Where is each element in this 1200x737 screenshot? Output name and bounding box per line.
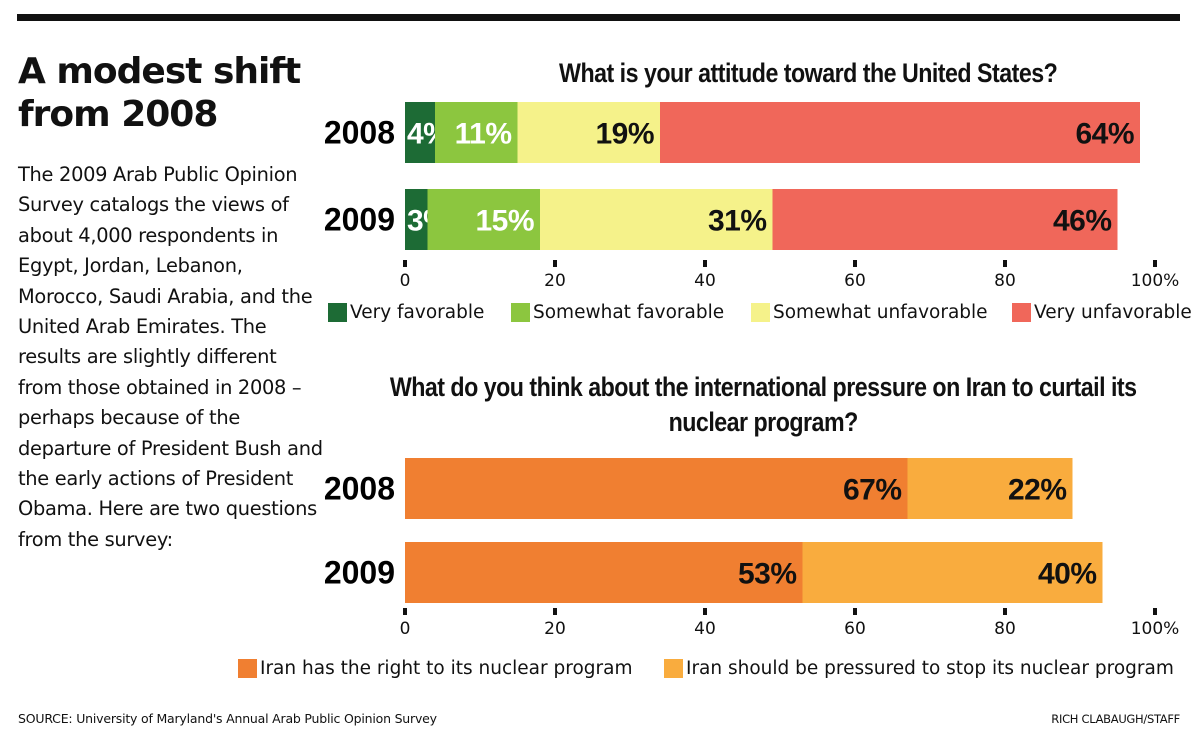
x-tick-label: 20 [544,619,566,639]
legend-item-iran-should-stop: Iran should be pressured to stop its nuc… [664,658,1174,679]
bar-somewhat-unfavorable-2009 [540,189,773,250]
chart-1-legend: Very favorable Somewhat favorable Somewh… [0,302,1200,326]
legend-swatch [664,659,683,678]
x-tick-mark [853,260,857,267]
data-label-very-unfavorable-2009: 46% [1053,205,1112,238]
x-tick-label: 20 [544,271,566,291]
x-tick-label: 60 [844,619,866,639]
x-tick-mark [403,608,407,615]
bar-somewhat-unfavorable-2008 [517,102,660,163]
source-note: SOURCE: University of Maryland's Annual … [18,711,437,726]
x-tick-label: 0 [400,619,411,639]
bar-iran-should-be-pressured-to-stop-its-nuclear-program-2009 [802,542,1103,603]
x-tick-mark [1003,608,1007,615]
x-tick-label: 0 [400,271,411,291]
legend-label: Somewhat favorable [533,302,725,323]
legend-item-iran-has-right: Iran has the right to its nuclear progra… [238,658,632,679]
bar-very-favorable-2009 [405,189,428,250]
category-label-2008: 2008 [324,471,395,507]
x-tick-mark [553,608,557,615]
category-label-2009: 2009 [324,555,395,591]
category-label-2008: 2008 [324,115,395,151]
legend-swatch [751,303,770,322]
x-tick-label: 80 [994,619,1016,639]
x-tick-mark [703,608,707,615]
legend-item-somewhat-unfavorable: Somewhat unfavorable [751,302,988,323]
bar-iran-has-the-right-to-its-nuclear-program-2008 [405,458,908,519]
chart-2-legend: Iran has the right to its nuclear progra… [0,658,1200,682]
legend-swatch [238,659,257,678]
data-label-somewhat-favorable-2009: 15% [475,205,534,238]
x-tick-mark [553,260,557,267]
top-rule [17,14,1180,21]
category-label-2009: 2009 [324,202,395,238]
legend-swatch [1012,303,1031,322]
data-label-iran-should-be-pressured-to-stop-its-nuclear-program-2009: 40% [1038,558,1097,591]
x-tick-mark [1153,608,1157,615]
data-label-iran-has-the-right-to-its-nuclear-program-2009: 53% [738,558,797,591]
bar-iran-has-the-right-to-its-nuclear-program-2009 [405,542,803,603]
legend-swatch [328,303,347,322]
legend-label: Somewhat unfavorable [773,302,988,323]
legend-label: Very favorable [350,302,485,323]
legend-item-very-unfavorable: Very unfavorable [1012,302,1192,323]
data-label-somewhat-unfavorable-2008: 19% [595,118,654,151]
x-tick-mark [403,260,407,267]
legend-item-very-favorable: Very favorable [328,302,484,323]
x-tick-label: 60 [844,271,866,291]
x-tick-mark [853,608,857,615]
data-label-iran-has-the-right-to-its-nuclear-program-2008: 67% [843,474,902,507]
graphic-credit: RICH CLABAUGH/STAFF [1051,712,1180,726]
x-tick-mark [1153,260,1157,267]
data-label-very-unfavorable-2008: 64% [1075,118,1134,151]
x-tick-mark [703,260,707,267]
legend-item-somewhat-favorable: Somewhat favorable [511,302,724,323]
bar-iran-should-be-pressured-to-stop-its-nuclear-program-2008 [907,458,1073,519]
x-tick-label: 100% [1131,271,1180,291]
x-tick-label: 80 [994,271,1016,291]
headline: A modest shift from 2008 [18,51,301,135]
x-tick-mark [1003,260,1007,267]
legend-label: Iran has the right to its nuclear progra… [260,658,633,679]
bar-very-unfavorable-2008 [660,102,1140,163]
data-label-iran-should-be-pressured-to-stop-its-nuclear-program-2008: 22% [1008,474,1067,507]
x-tick-label: 100% [1131,619,1180,639]
bar-somewhat-favorable-2008 [435,102,518,163]
chart-1-title: What is your attitude toward the United … [559,58,1058,88]
intro-text: The 2009 Arab Public Opinion Survey cata… [18,163,323,551]
data-label-somewhat-unfavorable-2009: 31% [708,205,767,238]
x-tick-label: 40 [694,619,716,639]
legend-label: Iran should be pressured to stop its nuc… [686,658,1174,679]
bar-very-favorable-2008 [405,102,435,163]
x-tick-label: 40 [694,271,716,291]
data-label-somewhat-favorable-2008: 11% [455,118,512,151]
legend-swatch [511,303,530,322]
legend-label: Very unfavorable [1034,302,1192,323]
chart-2-title: What do you think about the internationa… [389,372,1137,437]
bar-somewhat-favorable-2009 [427,189,540,250]
bar-very-unfavorable-2009 [772,189,1118,250]
